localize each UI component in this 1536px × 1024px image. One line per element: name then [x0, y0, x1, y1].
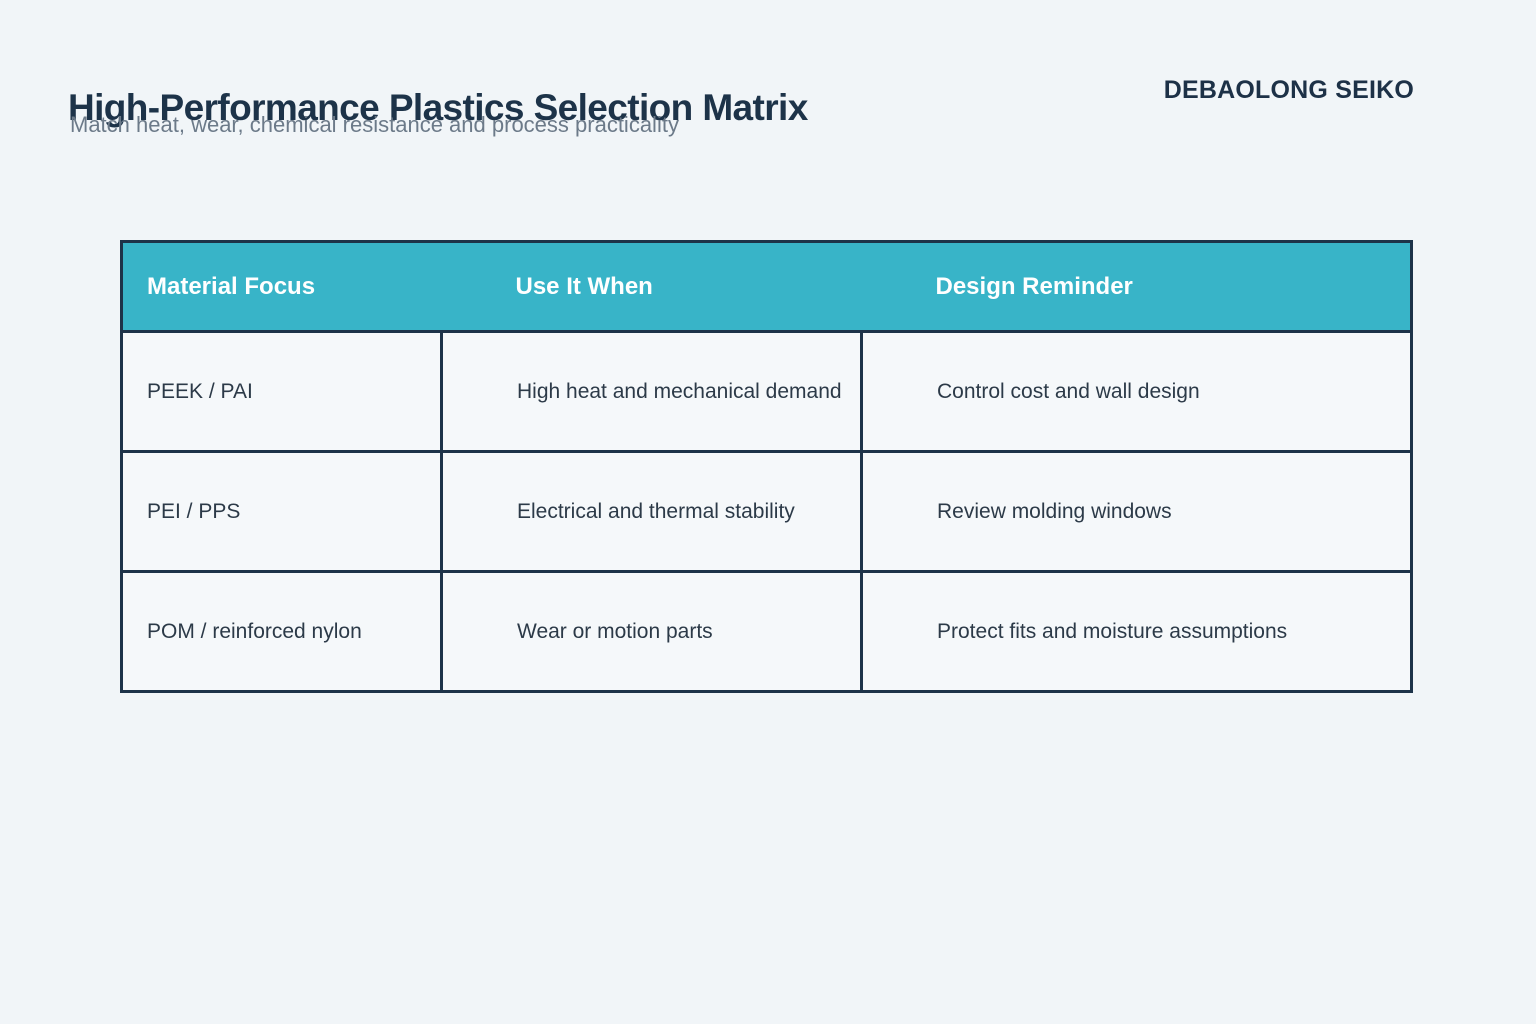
plastics-selection-table: Material Focus Use It When Design Remind… [120, 240, 1413, 693]
cell-reminder: Protect fits and moisture assumptions [860, 570, 1413, 693]
page-title: High-Performance Plastics Selection Matr… [68, 86, 808, 128]
column-header-design-reminder: Design Reminder [861, 241, 1412, 333]
cell-use-when: Electrical and thermal stability [440, 450, 863, 573]
cell-use-when: Wear or motion parts [440, 570, 863, 693]
cell-use-when: High heat and mechanical demand [440, 330, 863, 453]
brand-wordmark: DEBAOLONG SEIKO [1163, 76, 1414, 104]
cell-material: POM / reinforced nylon [120, 570, 443, 693]
column-header-use-it-when: Use It When [441, 241, 862, 333]
cell-material: PEI / PPS [120, 450, 443, 573]
page-subtitle: Match heat, wear, chemical resistance an… [70, 112, 679, 137]
table-row: PEEK / PAI High heat and mechanical dema… [120, 330, 1413, 453]
table-row: PEI / PPS Electrical and thermal stabili… [120, 450, 1413, 573]
table-header-row: Material Focus Use It When Design Remind… [121, 241, 1412, 333]
cell-material: PEEK / PAI [120, 330, 443, 453]
column-header-material-focus: Material Focus [121, 241, 442, 333]
cell-reminder: Control cost and wall design [860, 330, 1413, 453]
table-row: POM / reinforced nylon Wear or motion pa… [120, 570, 1413, 693]
cell-reminder: Review molding windows [860, 450, 1413, 573]
